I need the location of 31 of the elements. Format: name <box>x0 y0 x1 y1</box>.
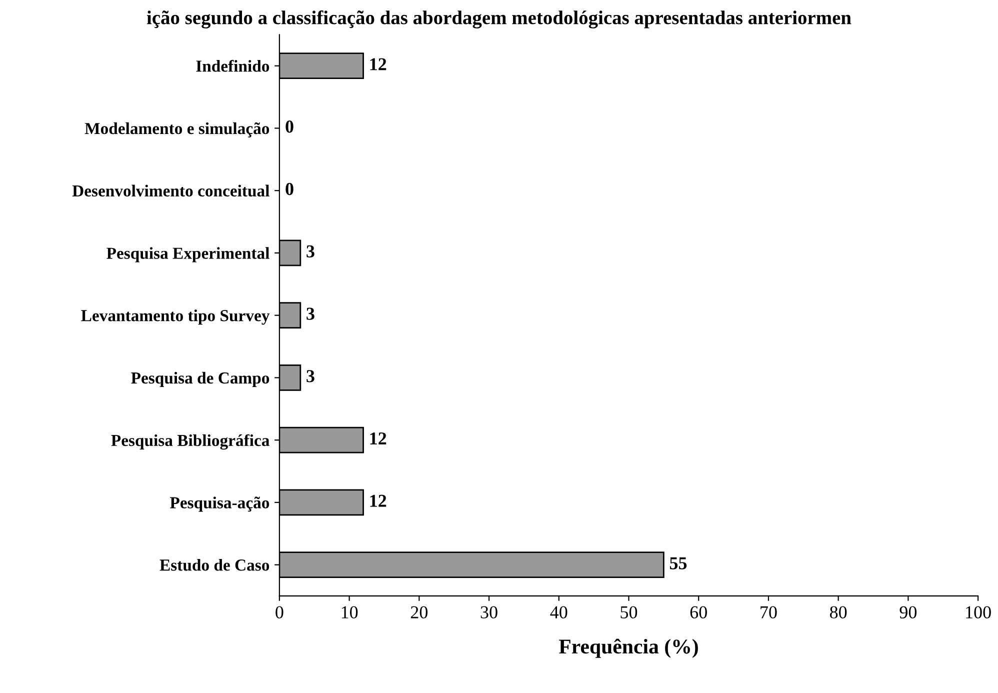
y-tick-label: Pesquisa Bibliográfica <box>111 434 270 450</box>
x-axis-title: Frequência (%) <box>558 638 698 658</box>
data-label: 0 <box>286 182 294 196</box>
data-label: 3 <box>306 245 314 258</box>
x-tick-label: 50 <box>620 606 638 618</box>
x-tick-label: 40 <box>550 606 568 618</box>
data-label: 3 <box>306 370 314 382</box>
x-tick-label: 100 <box>966 606 991 618</box>
x-tick-label: 30 <box>480 606 498 618</box>
x-tick-label: 90 <box>900 606 917 618</box>
data-label: 55 <box>670 557 687 570</box>
x-tick-label: 10 <box>342 606 358 618</box>
y-tick-label: Levantamento tipo Survey <box>81 310 270 325</box>
y-tick-label: Indefinido <box>196 60 270 72</box>
y-tick-label: Pesquisa Experimental <box>106 247 270 262</box>
y-tick-label: Pesquisa de Campo <box>131 372 270 388</box>
x-tick-label: 80 <box>830 606 847 618</box>
x-tick-label: 70 <box>760 606 777 618</box>
x-tick-label: 20 <box>410 606 428 618</box>
y-tick-label: Estudo de Caso <box>160 559 270 571</box>
y-tick-label: Modelamento e simulação <box>84 122 270 138</box>
y-tick-label: Pesquisa-ação <box>170 496 270 512</box>
y-tick-label: Desenvolvimento conceitual <box>72 184 270 197</box>
data-label: 12 <box>370 432 386 444</box>
x-tick-label: 60 <box>690 606 707 618</box>
data-label: 0 <box>286 120 294 133</box>
data-label: 3 <box>306 308 314 320</box>
data-label: 12 <box>370 58 386 70</box>
chart-title: ição segundo a classificação das abordagem metodológicas apresentadas anteriormen <box>146 10 852 28</box>
data-label: 12 <box>370 494 386 507</box>
x-tick-label: 0 <box>276 606 284 618</box>
